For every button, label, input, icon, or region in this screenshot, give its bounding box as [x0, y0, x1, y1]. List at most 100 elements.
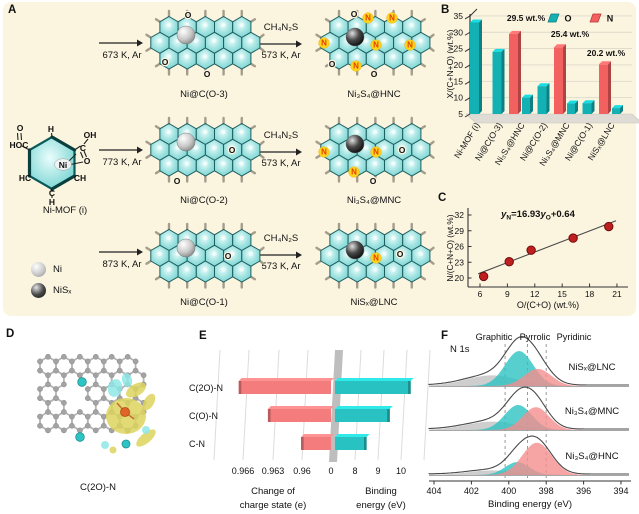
svg-text:N 1s: N 1s: [450, 344, 470, 355]
legend-nisx-label: NiSₓ: [53, 285, 72, 296]
panel-abc-background: [3, 2, 636, 316]
peak-graphitic-0: [429, 375, 629, 386]
svg-text:23: 23: [455, 257, 465, 267]
ni-particle: [176, 238, 196, 258]
svg-text:N: N: [607, 14, 614, 24]
ni-particle: [176, 132, 196, 152]
reaction-arrow-row1-left: [99, 39, 143, 47]
svg-text:C(O)-N: C(O)-N: [189, 411, 218, 421]
temp-row1: 673 K, Ar: [102, 50, 142, 61]
n-dopant-label: N: [386, 12, 398, 24]
n-dopant-label: N: [370, 39, 382, 51]
svg-text:O: O: [185, 10, 192, 20]
envelope-1: [428, 386, 629, 430]
svg-text:O: O: [371, 69, 378, 79]
n-dopant-label: N: [348, 166, 360, 178]
ni-particle: [176, 25, 196, 45]
n-dopant-label: N: [370, 252, 382, 264]
svg-text:O: O: [204, 69, 211, 79]
o-atom-label: O: [368, 175, 378, 188]
svg-text:N: N: [321, 148, 327, 157]
svg-text:18: 18: [585, 289, 595, 299]
svg-text:O: O: [162, 57, 169, 67]
temp-row2: 773 K, Ar: [102, 157, 142, 168]
panel-c-label: C: [438, 192, 447, 204]
svg-text:N: N: [321, 39, 327, 48]
svg-text:N: N: [407, 41, 413, 50]
svg-text:10: 10: [396, 466, 406, 476]
svg-text:Binding: Binding: [365, 486, 397, 497]
panel-d-structure: [37, 353, 156, 454]
svg-text:35: 35: [454, 11, 464, 21]
panel-d-label: D: [6, 328, 15, 340]
panel-a-label: A: [8, 4, 17, 16]
legend-ni-label: Ni: [53, 264, 62, 275]
bar-n-2: [509, 30, 521, 114]
svg-text:29.5 wt.%: 29.5 wt.%: [507, 13, 546, 23]
bar-o-4: [567, 100, 578, 114]
data-point-2: [526, 245, 536, 255]
svg-text:C: C: [49, 188, 55, 198]
legend-item-nisx: NiSₓ: [31, 283, 71, 298]
bar-o-5: [582, 100, 595, 114]
svg-text:CH: CH: [74, 173, 86, 183]
svg-text:O: O: [229, 145, 236, 155]
n-dopant-label: N: [370, 146, 382, 158]
peak-pyridinic-2: [429, 442, 629, 475]
peak-graphitic-2: [429, 470, 629, 475]
caption-intermediate-1: Ni@C(O-3): [180, 89, 228, 100]
svg-text:N: N: [373, 254, 379, 263]
cond-row2: 573 K, Ar: [261, 158, 301, 169]
svg-text:HOC: HOC: [10, 140, 29, 150]
spectrum-label-0: NiSₓ@LNC: [568, 362, 615, 373]
data-point-3: [568, 233, 578, 243]
charge-bar-0: [238, 378, 334, 394]
reaction-arrow-row3-left: [99, 248, 143, 256]
o-atom-label: O: [349, 8, 359, 21]
svg-text:OH: OH: [84, 130, 97, 140]
svg-text:N: N: [351, 168, 357, 177]
legend-item-ni: Ni: [31, 262, 62, 277]
panel-e-label: E: [199, 330, 207, 342]
n-dopant-label: N: [404, 39, 416, 51]
legend: O N: [547, 14, 614, 24]
n-dopant-label: N: [318, 37, 330, 49]
bar-n-4: [554, 44, 566, 114]
c-h-bonds: [145, 9, 265, 76]
svg-text:20.2 wt.%: 20.2 wt.%: [587, 48, 626, 58]
o-atom-label: O: [223, 250, 233, 263]
svg-text:N: N: [373, 41, 379, 50]
svg-text:N: N: [365, 14, 371, 23]
svg-text:X/(C+N+O) (wt.%): X/(C+N+O) (wt.%): [445, 29, 455, 98]
c-h-bonds: [145, 222, 265, 289]
lattice-ni3s4-mnc: N N N O O: [315, 116, 435, 188]
svg-text:O: O: [84, 156, 91, 166]
bar-o-2: [522, 94, 533, 114]
caption-product-1: Ni₃S₄@HNC: [347, 89, 401, 100]
svg-text:6: 6: [478, 289, 483, 299]
o-atom-label: O: [327, 58, 337, 71]
ring-double-bonds: [27, 135, 77, 191]
bar-o-1: [492, 48, 505, 115]
svg-text:25: 25: [454, 44, 464, 54]
panel-f-xps-spectra: NiSₓ@LNC Ni₃S₄@MNC Ni₃S₄@HNC Graphitic Pyrro…: [426, 332, 631, 510]
caption-product-3: NiSₓ@LNC: [350, 297, 398, 308]
svg-text:Ni: Ni: [59, 160, 68, 170]
envelope-0: [428, 336, 629, 386]
binding-bar-0: [335, 378, 414, 394]
o-atom: [77, 377, 87, 387]
o-atom-label: O: [160, 56, 170, 69]
panel-b-label: B: [441, 4, 450, 16]
svg-text:394: 394: [613, 486, 628, 496]
lattice-ni-c-o3: O O O: [145, 9, 265, 80]
svg-text:HC: HC: [19, 173, 31, 183]
svg-text:5: 5: [458, 109, 463, 119]
peak-pyrrolic-0: [429, 351, 629, 386]
lattice-ni-c-o2: OO: [145, 116, 265, 187]
n-dopant-label: N: [362, 12, 374, 24]
svg-text:O: O: [351, 9, 358, 19]
panel-f-label: F: [441, 330, 449, 342]
svg-text:9: 9: [505, 289, 510, 299]
svg-text:O: O: [174, 176, 181, 186]
